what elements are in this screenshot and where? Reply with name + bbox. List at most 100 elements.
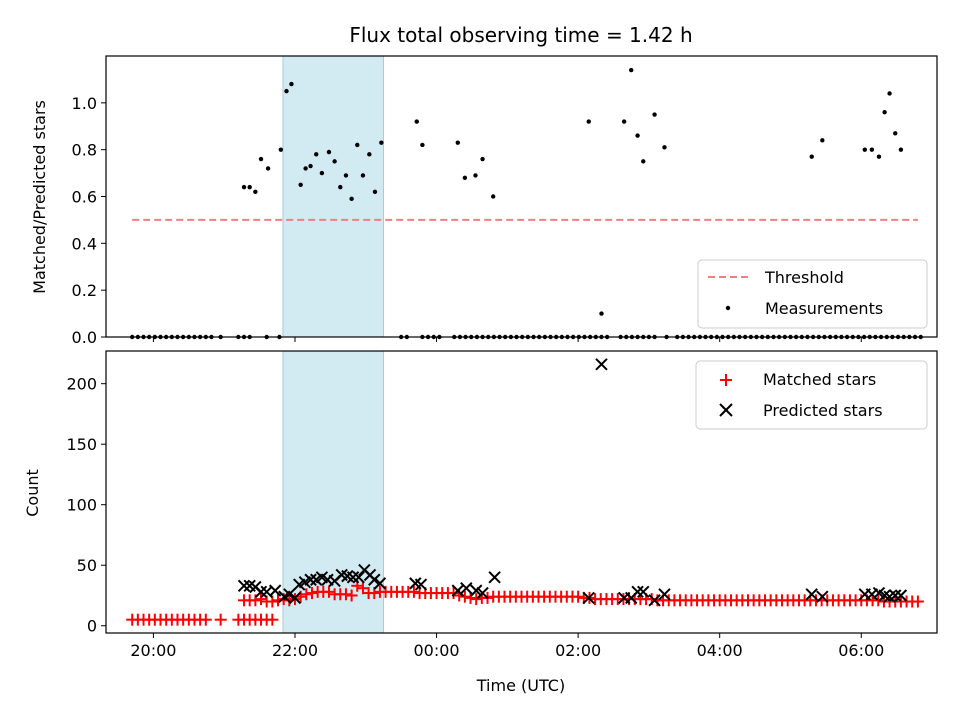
bot-x-tick-label: 02:00 [555,641,601,660]
bottom-panel: 20:00 22:00 00:00 02:00 04:00 06:00 0 50 100 150… [23,350,938,695]
top-highlight-span [282,55,384,338]
measurement-point [662,145,667,150]
measurement-point [490,194,496,199]
measurement-point [372,189,378,195]
predicted-star-point [304,573,317,586]
top-highlight-layer [282,55,384,338]
measurement-point [473,173,478,178]
measurement-point [869,147,875,152]
predicted-star-point [414,578,428,591]
matched-star-point [266,613,279,626]
matched-star-point [872,594,885,607]
bot-y-tick-label: 200 [66,375,97,394]
top-legend: Threshold Measurements [697,259,928,329]
measurement-point [887,91,892,96]
top-y-axis-label: Matched/Predicted stars [30,100,49,294]
matched-legend-label: Matched stars [763,370,876,389]
matched-star-point [470,593,483,606]
top-panel: 0.0 0.2 0.4 0.6 0.8 1.0 Flux total observing … [30,23,938,347]
matched-star-point [300,588,313,601]
measurement-point [265,166,271,171]
bot-x-tick-label: 06:00 [838,641,884,660]
measurement-point [284,88,289,94]
matched-star-point [199,613,212,626]
measurement-point [319,170,325,176]
threshold-legend-label: Threshold [764,268,844,287]
matched-star-point [911,595,924,608]
matched-star-point [255,593,268,606]
matched-star-point [345,589,358,602]
predicted-legend-label: Predicted stars [763,401,883,420]
bot-y-tick-label: 0 [87,617,97,636]
top-legend-box [697,259,928,329]
bot-y-tick-label: 100 [66,496,97,515]
measurements-legend-label: Measurements [765,299,883,318]
measurement-point [809,154,814,159]
bottom-y-axis-label: Count [23,469,42,517]
predicted-star-point [237,579,251,593]
predicted-star-point [805,588,818,601]
matched-star-point [572,590,585,603]
bottom-legend-box [695,360,928,430]
predicted-star-point [469,584,483,597]
measurement-point [241,184,247,190]
measurement-point [289,81,294,87]
predicted-star-point [637,585,650,599]
measurement-point [898,147,904,152]
predicted-star-point [488,571,501,584]
bottom-legend: Matched stars Predicted stars [695,360,928,430]
predicted-star-point [582,591,595,605]
measurement-point [298,182,303,187]
predicted-star-point [268,584,282,597]
bot-y-tick-label: 50 [77,556,97,575]
measurement-point [599,311,604,316]
predicted-star-point [373,577,387,590]
measurement-point [367,152,372,157]
predicted-star-point [476,586,489,600]
top-y-tick-label: 0.4 [72,234,97,253]
bottom-axes-frame [105,350,938,634]
predicted-star-point [894,589,908,602]
measurement-point [360,173,366,178]
bottom-y-ticks: 0 50 100 150 200 [66,375,106,636]
measurement-point [379,140,384,145]
top-x-ticks [152,337,862,342]
matched-star-point [305,587,318,600]
matched-star-point [464,591,477,604]
matched-star-point [458,590,471,603]
measurement-point [247,184,252,190]
bot-y-tick-label: 150 [66,435,97,454]
predicted-star-point [631,585,644,599]
predicted-star-point [352,571,365,584]
chart-title: Flux total observing time = 1.42 h [349,23,692,47]
matched-star-point [447,587,460,600]
measurement-point [635,133,640,138]
top-y-tick-label: 0.0 [72,328,97,347]
measurement-point [893,131,898,136]
predicted-star-point [648,594,661,607]
measurement-point [349,196,354,202]
matched-star-point [214,613,227,626]
predicted-star-point [460,582,473,595]
bottom-x-ticks: 20:00 22:00 00:00 02:00 04:00 06:00 [130,633,884,660]
measurement-point [258,156,264,162]
top-y-tick-label: 0.6 [72,188,97,207]
predicted-star-point [368,573,381,586]
bottom-predicted-layer [237,358,908,607]
predicted-star-point [658,588,671,601]
measurement-point [820,138,825,143]
predicted-star-point [889,589,902,602]
measurement-point [462,175,468,180]
measurement-point [308,163,313,169]
measurement-point [278,147,284,152]
measurement-point [338,184,343,190]
predicted-star-point [283,588,296,601]
measurement-point [253,189,258,195]
measurements-legend-swatch [725,305,731,311]
measurement-point [882,110,887,115]
matched-star-point [266,595,279,608]
measurement-point [355,142,360,148]
measurement-point [586,119,591,124]
measurement-point [629,67,634,73]
